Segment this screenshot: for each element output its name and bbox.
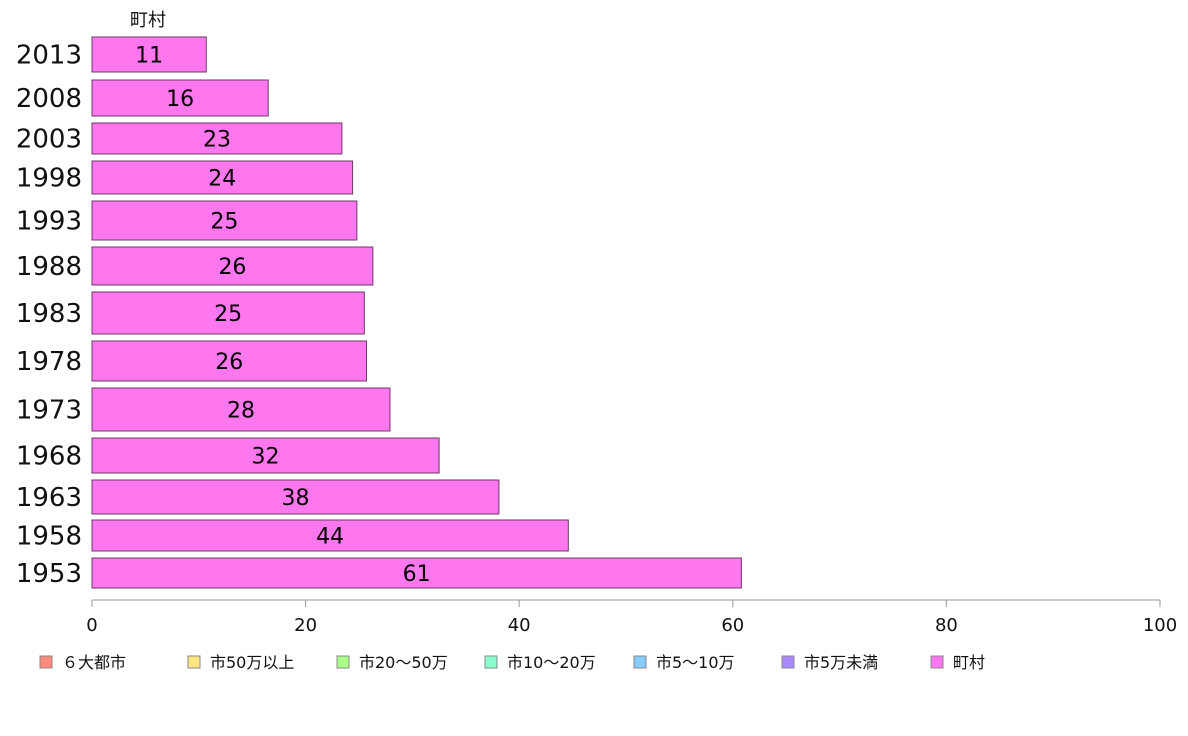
legend-swatch [336,655,350,669]
legend-swatch [39,655,53,669]
legend: ６大都市 市50万以上 市20〜50万 市10〜20万 市5〜10万 市5万未満 町村 [39,653,985,672]
data-label-1988: 26 [218,255,246,280]
y-tick-label-1968: 1968 [16,442,82,472]
y-tick-label-1983: 1983 [16,299,82,329]
y-tick-label-1993: 1993 [16,207,82,237]
data-label-1973: 28 [227,399,255,424]
y-tick-label-2013: 2013 [16,41,82,71]
bar-1973 [91,387,391,432]
data-label-1983: 25 [214,302,242,327]
bar-2003 [91,122,343,155]
y-tick-label-2003: 2003 [16,125,82,155]
y-tick-label-1953: 1953 [16,559,82,589]
bar-1958 [91,519,569,552]
y-tick-label-2008: 2008 [16,84,82,114]
legend-label: 町村 [953,653,985,672]
legend-swatch [484,655,498,669]
bar-1998 [91,160,354,195]
legend-swatch [633,655,647,669]
x-tick-label: 60 [721,615,744,636]
legend-label: 市50万以上 [210,653,294,672]
legend-label: ６大都市 [62,653,126,672]
bar-1988 [91,246,374,286]
y-tick-label-1978: 1978 [16,347,82,377]
legend-label: 市20〜50万 [359,653,448,672]
legend-label: 市5万未満 [804,653,878,672]
bar-1978 [91,340,367,382]
bar-2008 [91,79,269,117]
legend-label: 市5〜10万 [656,653,735,672]
bar-1983 [91,291,365,335]
data-label-1958: 44 [316,525,344,550]
y-tick-label-1958: 1958 [16,522,82,552]
series-title: 町村 [130,10,166,31]
legend-swatch [781,655,795,669]
x-tick-label: 20 [294,615,317,636]
bar-1968 [91,437,440,474]
x-axis: 0 20 40 60 80 100 [86,599,1177,636]
y-tick-label-1988: 1988 [16,252,82,282]
x-tick-label: 40 [508,615,531,636]
data-label-2003: 23 [203,128,231,153]
y-ticks-group: 2013 2008 2003 1998 1993 1988 1983 1978 1973 1968… [16,41,82,590]
legend-swatch [187,655,201,669]
x-tick-label: 0 [86,615,97,636]
bar-1953 [91,557,742,589]
bar-2013 [91,36,207,73]
y-tick-label-1998: 1998 [16,164,82,194]
data-label-1993: 25 [210,210,238,235]
y-tick-label-1963: 1963 [16,483,82,513]
data-label-1978: 26 [215,350,243,375]
legend-swatch [930,655,944,669]
data-label-1953: 61 [403,562,431,587]
legend-label: 市10〜20万 [507,653,596,672]
bar-1993 [91,200,358,241]
x-tick-label: 80 [935,615,958,636]
bar-1963 [91,479,500,515]
data-label-2008: 16 [166,87,194,112]
data-label-1963: 38 [281,486,309,511]
data-label-1998: 24 [208,167,236,192]
y-tick-label-1973: 1973 [16,396,82,426]
data-label-1968: 32 [252,445,280,470]
data-label-2013: 11 [135,44,163,69]
x-tick-label: 100 [1143,615,1177,636]
